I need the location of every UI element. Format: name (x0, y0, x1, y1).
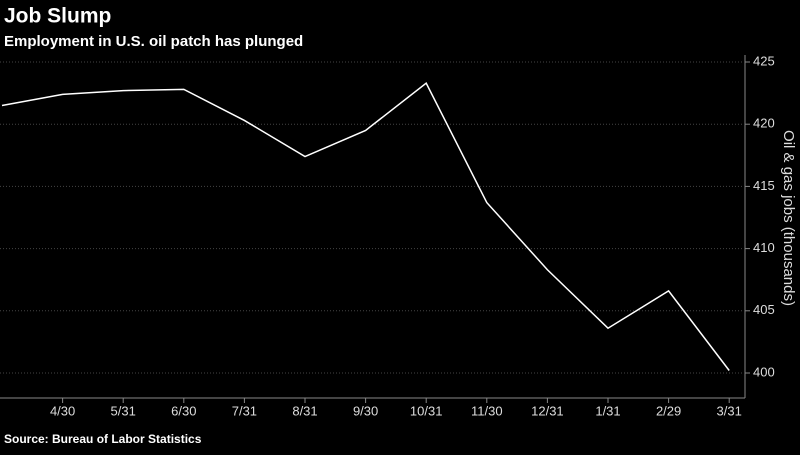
y-tick-label: 405 (753, 302, 775, 317)
y-tick-label: 415 (753, 178, 775, 193)
chart-title: Job Slump (4, 5, 111, 28)
x-tick-label: 10/31 (410, 403, 443, 418)
chart-subtitle: Employment in U.S. oil patch has plunged (4, 33, 303, 50)
x-tick-label: 7/31 (232, 403, 257, 418)
source: Source: Bureau of Labor Statistics (4, 432, 202, 446)
data-line (1, 81, 730, 371)
x-tick-label: 3/31 (717, 403, 742, 418)
y-tick-label: 420 (753, 116, 775, 131)
y-tick-label: 410 (753, 240, 775, 255)
y-tick-label: 425 (753, 53, 775, 68)
x-tick-label: 8/31 (292, 403, 317, 418)
x-tick-label: 9/30 (353, 403, 378, 418)
x-tick-label: 2/29 (656, 403, 681, 418)
x-tick-label: 4/30 (50, 403, 75, 418)
y-tick-label: 400 (753, 364, 775, 379)
x-tick-label: 1/31 (595, 403, 620, 418)
x-tick-label: 6/30 (171, 403, 196, 418)
y-axis-label: Oil & gas jobs (thousands) (780, 130, 797, 306)
x-tick-label: 12/31 (531, 403, 564, 418)
x-tick-label: 11/30 (471, 403, 503, 418)
x-tick-label: 5/31 (111, 403, 136, 418)
